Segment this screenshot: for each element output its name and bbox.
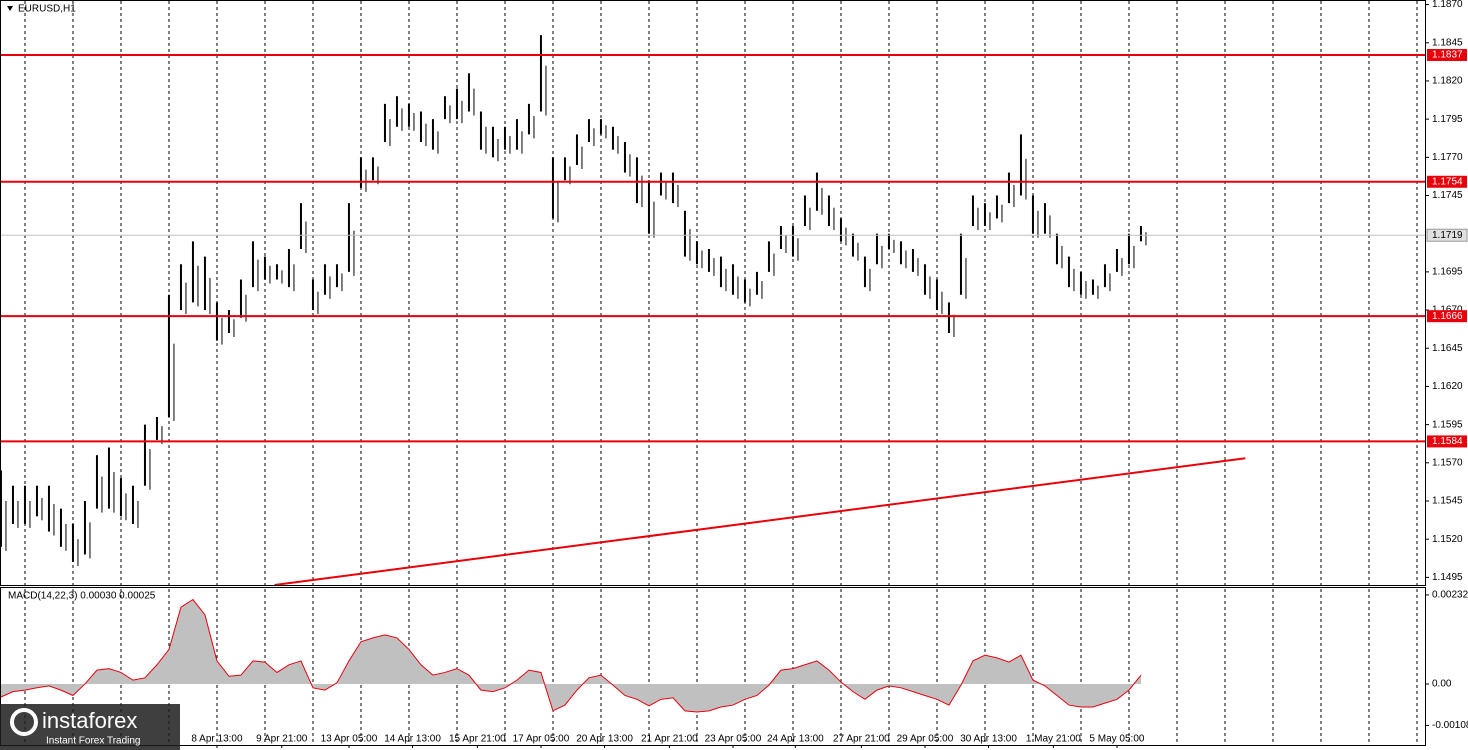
- logo-icon: [10, 708, 38, 736]
- macd-panel-frame: [0, 587, 1426, 746]
- y-tick-label: 1.1820: [1432, 76, 1463, 87]
- x-tick-label: 30 Apr 13:00: [960, 734, 1017, 745]
- y-tick-label: 1.1570: [1432, 457, 1463, 468]
- y-tick-label: 1.1795: [1432, 114, 1463, 125]
- macd-line: [0, 598, 1142, 713]
- trend-line: [274, 457, 1246, 586]
- y-tick-label: 1.1545: [1432, 496, 1463, 507]
- y-tick-label: 1.1845: [1432, 37, 1463, 48]
- logo-tagline: Instant Forex Trading: [46, 736, 141, 747]
- y-tick-label: -0.00108: [1432, 720, 1468, 731]
- y-tick-label: 1.1870: [1432, 0, 1463, 10]
- menu-triangle: [7, 6, 13, 11]
- x-tick-label: 17 Apr 05:00: [513, 734, 570, 745]
- x-tick-label: 23 Apr 05:00: [705, 734, 762, 745]
- last-price-box: [1426, 228, 1468, 242]
- x-tick-label: 13 Apr 05:00: [321, 734, 378, 745]
- x-tick-label: 9 Apr 21:00: [256, 734, 308, 745]
- x-tick-label: 5 May 05:00: [1089, 734, 1144, 745]
- y-tick-label: 1.1695: [1432, 267, 1463, 278]
- level-box: [1427, 175, 1467, 188]
- y-tick-label: 1.1620: [1432, 381, 1463, 392]
- y-tick-label: 0.00: [1432, 679, 1452, 690]
- y-tick-label: 1.1495: [1432, 572, 1463, 583]
- x-tick-label: 27 Apr 21:00: [833, 734, 890, 745]
- y-tick-label: 1.1520: [1432, 534, 1463, 545]
- level-box: [1427, 48, 1467, 61]
- y-tick-label: 0.00232: [1432, 590, 1468, 601]
- level-label: 1.1837: [1432, 50, 1463, 61]
- logo: instaforex Instant Forex Trading: [0, 704, 180, 750]
- x-tick-label: 24 Apr 13:00: [767, 734, 824, 745]
- last-price-label: 1.1719: [1432, 230, 1463, 241]
- x-tick-label: 15 Apr 21:00: [449, 734, 506, 745]
- x-tick-label: 29 Apr 05:00: [897, 734, 954, 745]
- x-tick-label: 14 Apr 13:00: [384, 734, 441, 745]
- logo-name: instaforex: [42, 708, 137, 733]
- x-tick-label: 20 Apr 13:00: [576, 734, 633, 745]
- chart-title: EURUSD,H1: [18, 4, 76, 15]
- level-box: [1427, 310, 1467, 323]
- price-panel-frame: [0, 0, 1426, 586]
- y-tick-label: 1.1770: [1432, 152, 1463, 163]
- x-tick-label: 1 May 21:00: [1026, 734, 1081, 745]
- y-tick-label: 1.1645: [1432, 343, 1463, 354]
- level-label: 1.1666: [1432, 311, 1463, 322]
- level-label: 1.1754: [1432, 176, 1463, 187]
- y-tick-label: 1.1745: [1432, 190, 1463, 201]
- macd-area: [0, 599, 1141, 712]
- level-box: [1427, 435, 1467, 448]
- macd-title: MACD(14,22,3) 0.00030 0.00025: [8, 591, 156, 602]
- x-tick-label: 8 Apr 13:00: [191, 734, 243, 745]
- y-tick-label: 1.1595: [1432, 419, 1463, 430]
- level-label: 1.1584: [1432, 436, 1463, 447]
- x-tick-label: 21 Apr 21:00: [641, 734, 698, 745]
